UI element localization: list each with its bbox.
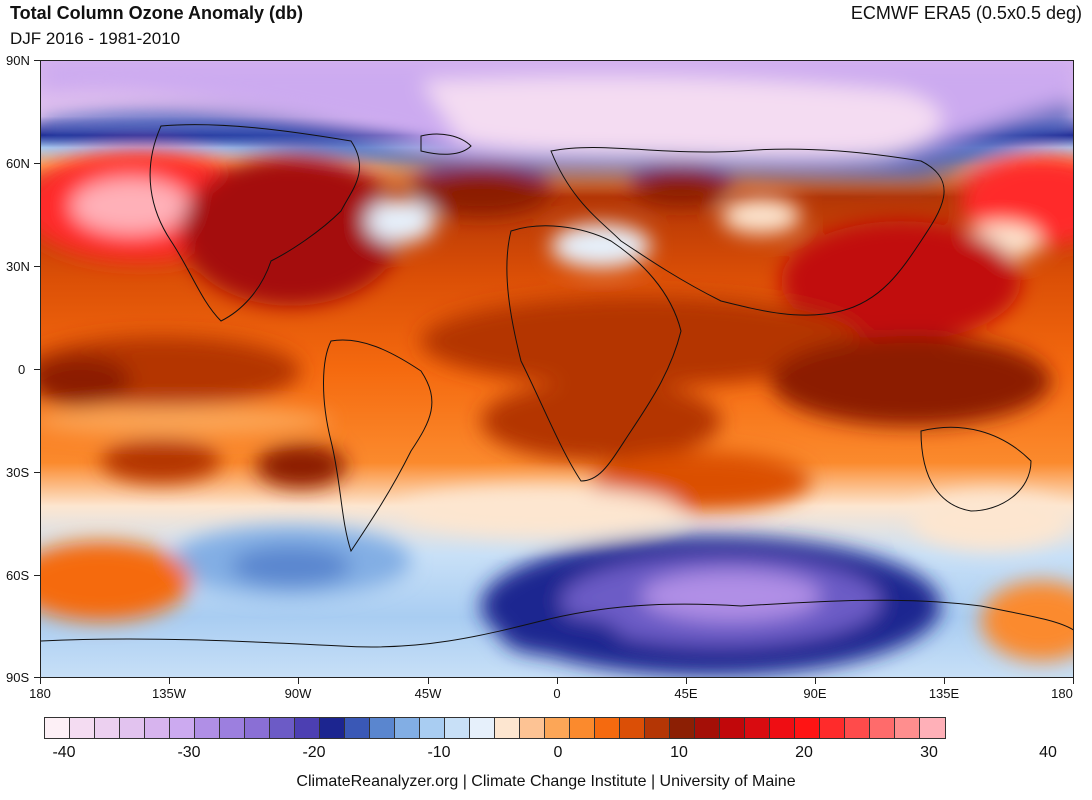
lon-tick bbox=[815, 678, 816, 684]
colorbar-swatch bbox=[170, 718, 195, 738]
lon-tick bbox=[686, 678, 687, 684]
lon-label: 90W bbox=[284, 686, 312, 701]
colorbar-swatch bbox=[895, 718, 920, 738]
map-title: Total Column Ozone Anomaly (db) bbox=[10, 3, 303, 23]
colorbar-swatch bbox=[720, 718, 745, 738]
colorbar-swatch bbox=[220, 718, 245, 738]
colorbar-swatch bbox=[520, 718, 545, 738]
lon-label: 135W bbox=[152, 686, 186, 701]
colorbar-label: 0 bbox=[553, 744, 563, 761]
lat-label: 90N bbox=[6, 53, 30, 68]
colorbar-swatch bbox=[270, 718, 295, 738]
colorbar-label: -10 bbox=[427, 744, 451, 761]
lon-label: 0 bbox=[553, 686, 561, 701]
colorbar-swatch bbox=[420, 718, 445, 738]
colorbar-label: -20 bbox=[302, 744, 326, 761]
ozone-anomaly-map bbox=[40, 60, 1074, 678]
colorbar-swatch bbox=[245, 718, 270, 738]
lat-tick bbox=[34, 369, 40, 370]
lon-label: 45W bbox=[414, 686, 442, 701]
lon-tick bbox=[557, 678, 558, 684]
lon-label: 180 bbox=[1051, 686, 1073, 701]
colorbar-swatch bbox=[145, 718, 170, 738]
lat-label: 60S bbox=[6, 568, 30, 583]
lat-tick bbox=[34, 163, 40, 164]
colorbar-swatch bbox=[570, 718, 595, 738]
lon-tick bbox=[169, 678, 170, 684]
colorbar-label: -40 bbox=[52, 744, 76, 761]
map-subtitle: DJF 2016 - 1981-2010 bbox=[10, 29, 181, 48]
colorbar-swatch bbox=[470, 718, 495, 738]
lat-tick bbox=[34, 575, 40, 576]
lat-tick bbox=[34, 472, 40, 473]
lon-label: 45E bbox=[674, 686, 698, 701]
lat-label: 30N bbox=[6, 259, 30, 274]
lon-tick bbox=[944, 678, 945, 684]
lon-label: 135E bbox=[928, 686, 960, 701]
lat-tick bbox=[34, 60, 40, 61]
lat-label: 0 bbox=[18, 362, 26, 377]
lat-label: 60N bbox=[6, 156, 30, 171]
colorbar-swatch bbox=[195, 718, 220, 738]
colorbar-label: -30 bbox=[177, 744, 201, 761]
colorbar-swatch bbox=[120, 718, 145, 738]
colorbar-swatch bbox=[820, 718, 845, 738]
colorbar-swatch bbox=[320, 718, 345, 738]
colorbar-swatch bbox=[745, 718, 770, 738]
anomaly-field bbox=[41, 61, 1073, 677]
lon-label: 90E bbox=[803, 686, 827, 701]
colorbar-swatch bbox=[670, 718, 695, 738]
colorbar-label: 10 bbox=[670, 744, 688, 761]
colorbar-swatch bbox=[920, 718, 945, 738]
coastlines bbox=[41, 124, 1073, 648]
lon-tick bbox=[428, 678, 429, 684]
colorbar-legend bbox=[44, 717, 946, 739]
lon-tick bbox=[298, 678, 299, 684]
colorbar-label: 20 bbox=[795, 744, 813, 761]
colorbar-swatch bbox=[95, 718, 120, 738]
lat-tick bbox=[34, 266, 40, 267]
colorbar-swatch bbox=[345, 718, 370, 738]
colorbar-swatch bbox=[70, 718, 95, 738]
colorbar-swatch bbox=[295, 718, 320, 738]
credit-footer: ClimateReanalyzer.org | Climate Change I… bbox=[296, 773, 796, 790]
colorbar-swatch bbox=[795, 718, 820, 738]
colorbar-swatch bbox=[695, 718, 720, 738]
lon-tick bbox=[40, 678, 41, 684]
colorbar-label: 40 bbox=[1039, 744, 1057, 761]
lat-label: 30S bbox=[6, 465, 30, 480]
colorbar-label: 30 bbox=[920, 744, 938, 761]
colorbar-swatch bbox=[620, 718, 645, 738]
lat-tick bbox=[34, 677, 40, 678]
colorbar-swatch bbox=[595, 718, 620, 738]
lat-label: 90S bbox=[6, 670, 30, 685]
colorbar-swatch bbox=[370, 718, 395, 738]
colorbar-swatch bbox=[45, 718, 70, 738]
data-source-label: ECMWF ERA5 (0.5x0.5 deg) bbox=[850, 3, 1082, 23]
colorbar-swatch bbox=[395, 718, 420, 738]
colorbar-swatch bbox=[870, 718, 895, 738]
colorbar-swatch bbox=[545, 718, 570, 738]
colorbar-swatch bbox=[845, 718, 870, 738]
colorbar-swatch bbox=[445, 718, 470, 738]
lon-tick bbox=[1073, 678, 1074, 684]
colorbar-swatch bbox=[645, 718, 670, 738]
colorbar-swatch bbox=[770, 718, 795, 738]
colorbar-swatch bbox=[495, 718, 520, 738]
lon-label: 180 bbox=[29, 686, 51, 701]
